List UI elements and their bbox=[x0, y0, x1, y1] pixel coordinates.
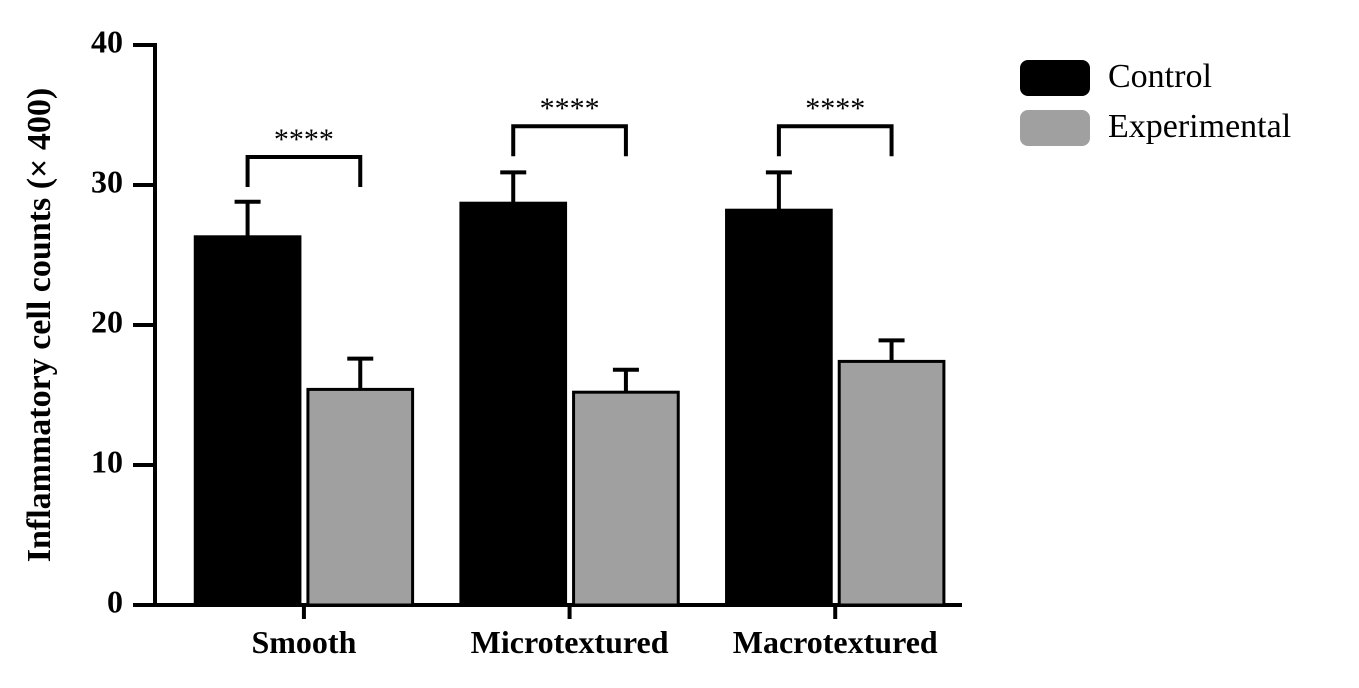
significance-label: **** bbox=[805, 92, 865, 125]
significance-label: **** bbox=[540, 92, 600, 125]
chart-svg: 0 10 20 30 40 Inflammatory cell counts (× 400… bbox=[0, 0, 1359, 688]
x-tick-label: Microtextured bbox=[471, 624, 669, 660]
bar-macrotextured-experimental bbox=[839, 361, 944, 605]
y-tick-label: 0 bbox=[107, 583, 123, 619]
bar-smooth-experimental bbox=[308, 389, 413, 605]
bar-macrotextured-control bbox=[727, 210, 832, 605]
legend-swatch-experimental bbox=[1020, 110, 1090, 146]
y-tick-label: 20 bbox=[91, 303, 123, 339]
legend-label-control: Control bbox=[1108, 58, 1212, 95]
legend-label-experimental: Experimental bbox=[1108, 108, 1291, 145]
legend-swatch-control bbox=[1020, 60, 1090, 96]
y-axis-label: Inflammatory cell counts (× 400) bbox=[21, 88, 58, 563]
y-tick-label: 30 bbox=[91, 163, 123, 199]
chart-stage: 0 10 20 30 40 Inflammatory cell counts (× 400… bbox=[0, 0, 1359, 688]
bar-microtextured-control bbox=[461, 203, 566, 605]
y-tick-label: 10 bbox=[91, 443, 123, 479]
bar-microtextured-experimental bbox=[574, 392, 679, 605]
y-tick-label: 40 bbox=[91, 23, 123, 59]
x-tick-label: Macrotextured bbox=[733, 624, 938, 660]
x-tick-label: Smooth bbox=[251, 624, 356, 660]
bar-smooth-control bbox=[195, 237, 300, 605]
significance-label: **** bbox=[274, 123, 334, 156]
